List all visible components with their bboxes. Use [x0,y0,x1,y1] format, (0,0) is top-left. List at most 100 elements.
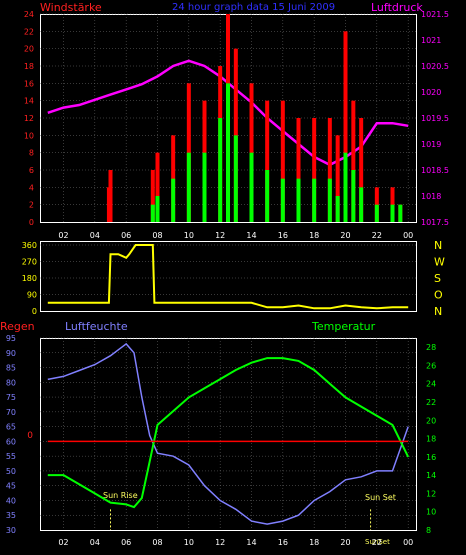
gust-bar [249,83,254,222]
compass-label: W [434,256,445,269]
wind-axis-title: Windstärke [40,1,102,14]
x-tick-label: 12 [215,231,225,240]
gust-bar [186,83,191,222]
wind-bar [351,170,356,222]
pressure-tick-label: 1021.5 [421,10,449,19]
compass-label: N [434,305,442,318]
humidity-tick-label: 35 [6,511,16,520]
temperature-tick-label: 18 [426,435,436,444]
humidity-tick-label: 30 [6,526,16,535]
temperature-tick-label: 10 [426,508,436,517]
x-tick-label: 10 [184,231,194,240]
wind-bar [150,204,155,222]
wind-bar [249,152,254,222]
pressure-tick-label: 1019.5 [421,114,449,123]
sun-set-axis-label: SunSet [365,538,390,546]
x-tick-label: 02 [58,231,68,240]
humidity-tick-label: 95 [6,334,16,343]
wind-bar [155,196,160,222]
humidity-tick-label: 45 [6,482,16,491]
x-tick-label: 16 [278,538,288,547]
humidity-tick-label: 75 [6,393,16,402]
rain-label: Regen [0,320,35,333]
gust-bar [327,118,332,222]
humidity-tick-label: 70 [6,408,16,417]
pressure-tick-label: 1020.5 [421,62,449,71]
x-tick-label: 08 [152,538,162,547]
pressure-tick-label: 1019 [421,140,441,149]
gust-bar [265,100,270,222]
wind-bar [374,204,379,222]
wind-bar [233,135,238,222]
gust-bar [351,100,356,222]
temperature-tick-label: 24 [426,380,436,389]
compass-label: N [434,239,442,252]
wind-bar [226,83,230,222]
luftfeuchte-line [47,342,409,525]
x-tick-label: 06 [121,538,131,547]
humidity-label: Luftfeuchte [65,320,128,333]
rain-value-label: 0 [27,431,33,441]
x-tick-label: 22 [372,231,382,240]
direction-tick-label: 0 [32,307,37,316]
wind-tick-label: 6 [29,166,34,175]
x-tick-label: 06 [121,231,131,240]
gust-bar [280,100,285,222]
wind-tick-label: 20 [24,45,34,54]
wind-bar [186,152,191,222]
pressure-tick-label: 1020 [421,88,441,97]
gust-bar [150,170,155,222]
humidity-tick-label: 60 [6,437,16,446]
humidity-tick-label: 55 [6,452,16,461]
temperature-tick-label: 20 [426,416,436,425]
x-tick-label: 18 [309,231,319,240]
x-tick-label: 04 [90,538,100,547]
wind-tick-label: 22 [24,27,34,36]
sun-rise-label: Sun Rise [103,491,138,500]
gust-bar [359,118,364,222]
direction-line [47,244,409,310]
wind-tick-label: 12 [24,114,34,123]
direction-tick-label: 90 [27,291,37,300]
humidity-tick-label: 65 [6,423,16,432]
climate-panel-frame [40,338,417,531]
gust-bar [335,135,340,222]
humidity-tick-label: 40 [6,496,16,505]
temperature-tick-label: 12 [426,489,436,498]
pressure-axis-title: Luftdruck [371,1,423,14]
wind-tick-label: 8 [29,149,34,158]
pressure-tick-label: 1018 [421,192,441,201]
wind-bar [327,178,332,222]
wind-bar [296,178,301,222]
temperature-tick-label: 28 [426,343,436,352]
temperature-tick-label: 8 [426,526,431,535]
x-tick-label: 20 [340,231,350,240]
wind-bar [335,196,340,222]
gust-bar [296,118,301,222]
gust-bar [171,135,176,222]
x-tick-label: 16 [278,231,288,240]
temperature-tick-label: 16 [426,453,436,462]
wind-tick-label: 18 [24,62,34,71]
wind-tick-label: 14 [24,97,34,106]
x-tick-label: 02 [58,538,68,547]
pressure-tick-label: 1021 [421,36,441,45]
x-tick-label: 04 [90,231,100,240]
wind-bar [398,204,403,222]
x-tick-label: 14 [246,231,256,240]
wind-bar [343,152,348,222]
gust-bar [343,31,348,223]
gust-bar [390,187,395,222]
wind-bar [265,170,270,222]
wind-bar [280,178,285,222]
wind-panel: 0246810121416182022241017.510181018.5101… [24,10,449,240]
compass-label: O [434,289,443,302]
temperature-tick-label: 26 [426,361,436,370]
x-tick-label: 12 [215,538,225,547]
humidity-tick-label: 50 [6,467,16,476]
compass-label: S [434,272,441,285]
direction-tick-label: 270 [22,258,37,267]
wind-bar [202,152,207,222]
